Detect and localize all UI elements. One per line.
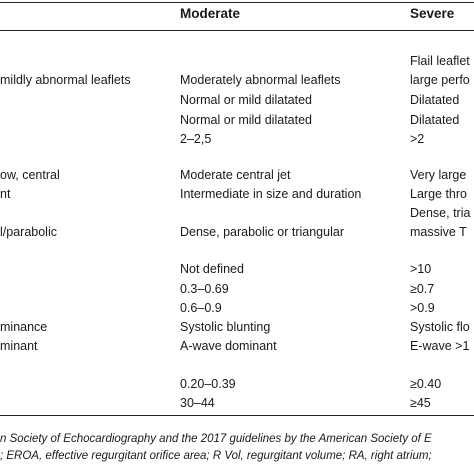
cell-moderate-ratio: 2–2,5 (180, 132, 212, 146)
cell-mild-inflow: minant (0, 339, 38, 353)
cell-mild-jet: ow, central (0, 168, 60, 182)
cell-mild-contour: l/parabolic (0, 225, 57, 239)
cell-moderate-inflow: A-wave dominant (180, 339, 277, 353)
cell-severe-contour: massive T (410, 225, 467, 239)
cell-moderate-vc: 0.3–0.69 (180, 282, 229, 296)
cell-moderate-dilatation-2: Normal or mild dilatated (180, 113, 312, 127)
cell-moderate-range: 0.6–0.9 (180, 301, 222, 315)
cell-severe-vc: ≥0.7 (410, 282, 435, 296)
cell-mild-flow: nt (0, 187, 11, 201)
column-header-severe: Severe (410, 6, 455, 21)
cell-moderate-flow: Intermediate in size and duration (180, 187, 362, 201)
cell-moderate-dilatation-1: Normal or mild dilatated (180, 93, 312, 107)
cell-severe-pisa: >10 (410, 262, 432, 276)
cell-severe-dilatation-1: Dilatated (410, 93, 460, 107)
header-bottom-rule (0, 30, 474, 31)
cell-severe-eroa: ≥0.40 (410, 377, 442, 391)
cell-severe-inflow: E-wave >1 (410, 339, 470, 353)
cell-severe-dilatation-2: Dilatated (410, 113, 460, 127)
cell-moderate-pisa: Not defined (180, 262, 244, 276)
table-bottom-rule (0, 415, 474, 416)
column-header-moderate: Moderate (180, 6, 241, 21)
cell-moderate-leaflets: Moderately abnormal leaflets (180, 73, 341, 87)
cell-moderate-rvol: 30–44 (180, 396, 215, 410)
cell-severe-jet: Very large (410, 168, 467, 182)
cell-mild-leaflets: mildly abnormal leaflets (0, 73, 131, 87)
table-top-rule (0, 2, 474, 3)
cell-severe-density: Dense, tria (410, 206, 471, 220)
cell-severe-leaflets: large perfo (410, 73, 470, 87)
cell-severe-ratio: >2 (410, 132, 425, 146)
cell-severe-range: >0.9 (410, 301, 435, 315)
cell-moderate-vein-flow: Systolic blunting (180, 320, 271, 334)
cell-severe-flail-leaflet: Flail leaflet (410, 54, 470, 68)
footnote-line-1: n Society of Echocardiography and the 20… (0, 433, 432, 445)
cell-severe-flow: Large thro (410, 187, 467, 201)
cell-moderate-eroa: 0.20–0.39 (180, 377, 236, 391)
footnote-line-2: ; EROA, effective regurgitant orifice ar… (0, 450, 432, 462)
cell-severe-rvol: ≥45 (410, 396, 431, 410)
cell-moderate-contour: Dense, parabolic or triangular (180, 225, 344, 239)
cell-severe-vein-flow: Systolic flo (410, 320, 470, 334)
cell-moderate-jet: Moderate central jet (180, 168, 291, 182)
cell-mild-vein-flow: minance (0, 320, 48, 334)
